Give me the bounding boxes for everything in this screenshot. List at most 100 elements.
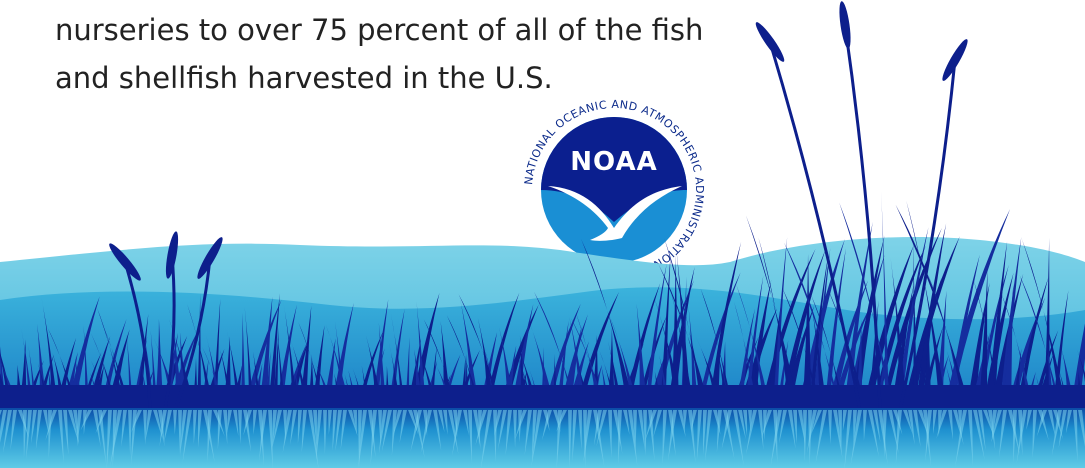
reflection-blade <box>779 410 787 444</box>
reflection-blade <box>217 410 222 450</box>
grass-blade <box>331 302 354 410</box>
reflection-blade <box>815 410 827 464</box>
reflection-blade <box>613 410 623 455</box>
grass-blade <box>944 209 1011 410</box>
reflection-blade <box>76 410 82 447</box>
reflection-blade <box>803 410 807 462</box>
reflection-blade <box>497 410 507 450</box>
reflection-blade <box>323 410 327 454</box>
reflection-blade <box>988 410 996 451</box>
reflection-blade <box>1078 410 1085 447</box>
grass-blade <box>636 303 648 410</box>
logo: NATIONAL OCEANIC AND ATMOSPHERIC ADMINIS… <box>518 94 710 286</box>
reflection-blade <box>513 410 517 448</box>
reflection-blade <box>381 410 392 452</box>
reflection-blade <box>26 410 32 460</box>
reflection-blade <box>806 410 817 454</box>
reflection-blade <box>463 410 469 436</box>
reflection-blade <box>475 410 487 446</box>
reflection-blade <box>556 410 567 432</box>
grass-blade <box>736 284 771 410</box>
grass-blade <box>97 307 126 410</box>
reflection-blade <box>178 410 182 457</box>
reflection-blade <box>391 410 397 456</box>
grass-blade <box>1044 237 1050 410</box>
reflection-blade <box>668 410 676 457</box>
reflection-blade <box>688 410 696 463</box>
reflection-blade <box>531 410 542 468</box>
grass-blade <box>40 293 59 410</box>
grass-blade <box>1021 239 1067 410</box>
reflection-blade <box>308 410 319 468</box>
reflection-blade <box>31 410 37 444</box>
grass-blade <box>779 248 826 410</box>
reflection-blade <box>121 410 127 447</box>
reflection-blade <box>936 410 947 439</box>
grass-blade <box>458 294 502 410</box>
grass-blade <box>696 272 741 410</box>
grass-blade <box>746 279 772 410</box>
text-line: and shellfish harvested in the U.S. <box>55 61 553 95</box>
reflection-blade <box>873 410 881 443</box>
grass-blade <box>567 308 587 410</box>
reflection-blade <box>95 410 107 434</box>
grass-blade <box>808 254 829 410</box>
grass-base <box>0 385 1085 410</box>
reflection-blade <box>110 410 122 468</box>
grass-blade <box>644 263 667 410</box>
reflection-blade <box>193 410 197 445</box>
reflection-blade <box>702 410 707 456</box>
grass-blade <box>745 215 799 410</box>
reflection-blade <box>628 410 638 467</box>
reflection-blade <box>106 410 112 468</box>
reflection-blade <box>313 410 317 451</box>
reflection-blade <box>593 410 605 468</box>
reflection-blade <box>358 410 362 468</box>
reflection-blade <box>723 410 735 460</box>
reflection-blade <box>1058 410 1067 449</box>
reflection-blade <box>923 410 932 468</box>
reflection-blade <box>788 410 796 450</box>
reflection-blade <box>1018 410 1023 456</box>
reflection-blade <box>623 410 630 435</box>
reflection-blade <box>973 410 985 461</box>
grass-blade <box>259 296 273 410</box>
reflection-blade <box>438 410 445 433</box>
grass-blade <box>670 287 695 410</box>
reflection-blade <box>556 410 562 468</box>
reflection-blade <box>933 410 937 434</box>
grass-blade <box>978 269 988 410</box>
reflection-blade <box>648 410 655 461</box>
reflection-blade <box>531 410 537 462</box>
reflection-blade <box>223 410 228 445</box>
reflection-blade <box>45 410 57 441</box>
grass-blade <box>862 244 915 410</box>
reflection-blade <box>423 410 428 437</box>
grass-blade <box>812 247 831 410</box>
grass-blade <box>734 301 758 410</box>
reflection-blade <box>1051 410 1062 456</box>
grass-blade <box>928 274 966 410</box>
reflection-blade <box>733 410 744 467</box>
reflection-blade <box>683 410 687 432</box>
reflection-blade <box>328 410 332 435</box>
reflection-blade <box>743 410 748 437</box>
grass-blade <box>576 291 619 410</box>
reflection-blade <box>798 410 806 445</box>
reflection-blade <box>705 410 712 462</box>
cattail-head <box>197 237 223 279</box>
reflection-blade <box>10 410 17 450</box>
grass-blade <box>891 285 914 410</box>
reflection-blade <box>332 410 337 451</box>
reflection-blade <box>1073 410 1078 462</box>
cattail-stem <box>843 24 882 411</box>
reflection-blade <box>35 410 42 450</box>
cattail-stem <box>173 257 212 411</box>
grass-blade <box>67 296 100 410</box>
reflection-blade <box>878 410 888 465</box>
reflection-blade <box>353 410 357 435</box>
reflection-blade <box>392 410 402 437</box>
reflection-blade <box>1036 410 1047 437</box>
